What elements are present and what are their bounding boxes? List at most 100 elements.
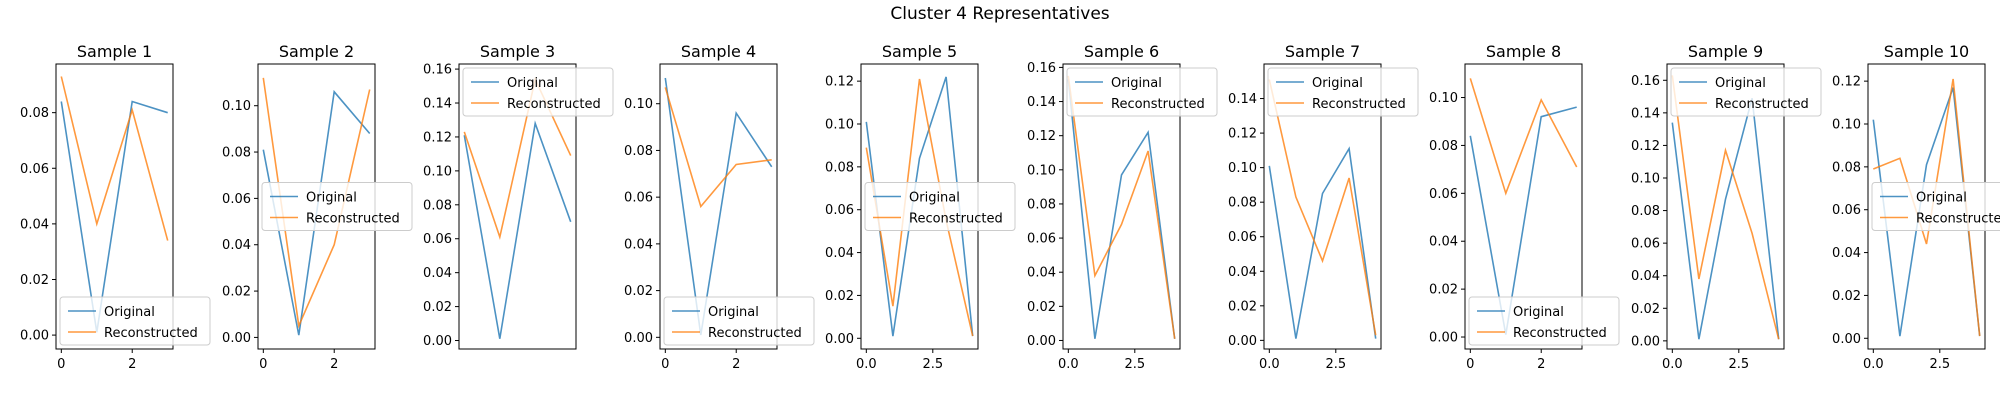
x-tick-label: 0.0 bbox=[1058, 357, 1079, 372]
legend-label: Original bbox=[306, 191, 357, 206]
y-tick-label: 0.02 bbox=[1832, 289, 1861, 304]
legend: Original Reconstructed bbox=[864, 182, 1016, 231]
x-tick-label: 2 bbox=[330, 357, 338, 372]
legend-label: Reconstructed bbox=[708, 326, 802, 341]
x-tick-label: 0.0 bbox=[1863, 357, 1884, 372]
y-tick-label: 0.10 bbox=[1228, 161, 1257, 176]
y-tick-label: 0.06 bbox=[1429, 187, 1458, 202]
legend-box bbox=[663, 296, 815, 346]
y-tick-label: 0.02 bbox=[1228, 299, 1257, 314]
legend-box bbox=[864, 182, 1016, 231]
subplot-title: Sample 3 bbox=[480, 42, 555, 61]
y-tick-label: 0.04 bbox=[222, 238, 251, 253]
y-tick-label: 0.10 bbox=[222, 99, 251, 114]
subplot-title: Sample 9 bbox=[1688, 42, 1763, 61]
y-tick-label: 0.06 bbox=[1027, 232, 1056, 247]
y-tick-label: 0.12 bbox=[1027, 129, 1056, 144]
legend: Original Reconstructed bbox=[462, 67, 614, 117]
legend-box bbox=[1670, 67, 1822, 117]
legend-box bbox=[59, 296, 211, 346]
y-tick-label: 0.06 bbox=[423, 232, 452, 247]
y-tick-label: 0.00 bbox=[423, 334, 452, 349]
y-tick-label: 0.08 bbox=[1228, 196, 1257, 211]
subplot-title: Sample 5 bbox=[882, 42, 957, 61]
y-tick-label: 0.04 bbox=[1832, 246, 1861, 261]
axes-frame bbox=[458, 63, 577, 350]
y-tick-label: 0.08 bbox=[825, 160, 854, 175]
y-tick-label: 0.14 bbox=[1631, 106, 1660, 121]
subplot-title: Sample 6 bbox=[1084, 42, 1159, 61]
legend-label: Original bbox=[104, 305, 155, 320]
x-tick-label: 2 bbox=[732, 357, 740, 372]
y-tick-label: 0.00 bbox=[20, 329, 49, 344]
y-tick-label: 0.02 bbox=[1429, 283, 1458, 298]
y-tick-label: 0.00 bbox=[1832, 332, 1861, 347]
y-tick-label: 0.08 bbox=[222, 146, 251, 161]
subplot-7: Sample 7 0.00 0.02 0.04 0.06 0.08 0.10 0.12 0.14… bbox=[1228, 42, 1419, 372]
y-tick-label: 0.06 bbox=[222, 192, 251, 207]
legend-box bbox=[1267, 67, 1419, 117]
y-tick-label: 0.04 bbox=[423, 266, 452, 281]
legend-box bbox=[462, 67, 614, 117]
y-tick-label: 0.00 bbox=[1027, 334, 1056, 349]
y-tick-label: 0.06 bbox=[1631, 237, 1660, 252]
series-line-original bbox=[664, 77, 773, 336]
subplot-title: Sample 2 bbox=[279, 42, 354, 61]
subplot-9: Sample 9 0.00 0.02 0.04 0.06 0.08 0.10 0.12 0.14… bbox=[1631, 42, 1822, 372]
legend-label: Reconstructed bbox=[1715, 97, 1809, 112]
subplot-1: Sample 1 0.00 0.02 0.04 0.06 0.08 0 2 Original Re… bbox=[20, 42, 211, 372]
x-tick-label: 2.5 bbox=[1929, 357, 1950, 372]
legend-label: Original bbox=[708, 305, 759, 320]
legend-label: Reconstructed bbox=[306, 212, 400, 227]
legend-box bbox=[1871, 182, 2000, 231]
subplot-2: Sample 2 0.00 0.02 0.04 0.06 0.08 0.10 0 2 Origin… bbox=[222, 42, 413, 372]
y-tick-label: 0.02 bbox=[624, 284, 653, 299]
series-line-original bbox=[1469, 106, 1577, 335]
subplot-5: Sample 5 0.00 0.02 0.04 0.06 0.08 0.10 0.12 0.0 2… bbox=[825, 42, 1016, 372]
y-tick-label: 0.08 bbox=[1429, 139, 1458, 154]
y-tick-label: 0.02 bbox=[1027, 300, 1056, 315]
y-tick-label: 0.14 bbox=[423, 97, 452, 112]
y-tick-label: 0.06 bbox=[624, 191, 653, 206]
x-tick-label: 2 bbox=[128, 357, 136, 372]
axes-frame bbox=[1263, 63, 1382, 350]
series-line-reconstructed bbox=[1067, 75, 1176, 339]
x-tick-label: 0 bbox=[57, 357, 65, 372]
axes-frame bbox=[659, 63, 778, 350]
x-tick-label: 0 bbox=[1466, 357, 1474, 372]
legend-label: Reconstructed bbox=[507, 97, 601, 112]
legend-label: Reconstructed bbox=[104, 326, 198, 341]
x-tick-label: 0.0 bbox=[1662, 357, 1683, 372]
subplot-4: Sample 4 0.00 0.02 0.04 0.06 0.08 0.10 0 2 Origin… bbox=[624, 42, 815, 372]
x-tick-label: 2.5 bbox=[1124, 357, 1145, 372]
legend-label: Original bbox=[909, 191, 960, 206]
legend-box bbox=[1066, 67, 1218, 117]
x-tick-label: 2.5 bbox=[922, 357, 943, 372]
y-tick-label: 0.10 bbox=[1631, 172, 1660, 187]
series-line-original bbox=[60, 100, 168, 333]
subplot-title: Sample 10 bbox=[1884, 42, 1969, 61]
y-tick-label: 0.04 bbox=[1027, 266, 1056, 281]
series-line-original bbox=[1067, 79, 1176, 339]
y-tick-label: 0.10 bbox=[1429, 91, 1458, 106]
x-tick-label: 2 bbox=[1537, 357, 1545, 372]
subplot-title: Sample 4 bbox=[681, 42, 756, 61]
legend-label: Reconstructed bbox=[1513, 326, 1607, 341]
legend-label: Reconstructed bbox=[1916, 212, 2000, 227]
y-tick-label: 0.08 bbox=[423, 198, 452, 213]
y-tick-label: 0.04 bbox=[1429, 235, 1458, 250]
subplot-10: Sample 10 0.00 0.02 0.04 0.06 0.08 0.10 0.12 0.0… bbox=[1832, 42, 2000, 372]
x-tick-label: 0.0 bbox=[1259, 357, 1280, 372]
y-tick-label: 0.12 bbox=[1228, 127, 1257, 142]
y-tick-label: 0.00 bbox=[825, 332, 854, 347]
y-tick-label: 0.06 bbox=[20, 162, 49, 177]
legend-label: Original bbox=[1312, 76, 1363, 91]
y-tick-label: 0.06 bbox=[825, 203, 854, 218]
legend: Original Reconstructed bbox=[59, 296, 211, 346]
y-tick-label: 0.00 bbox=[1631, 334, 1660, 349]
y-tick-label: 0.10 bbox=[1027, 163, 1056, 178]
axes-frame bbox=[55, 63, 174, 350]
legend: Original Reconstructed bbox=[1871, 182, 2000, 231]
y-tick-label: 0.16 bbox=[1027, 61, 1056, 76]
y-tick-label: 0.04 bbox=[1228, 265, 1257, 280]
